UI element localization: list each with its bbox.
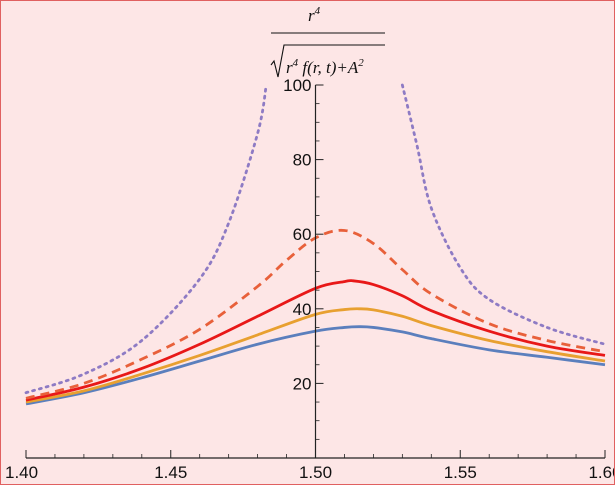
series-line-5: [24, 83, 607, 395]
series-line-2: [25, 307, 606, 404]
y-tick-label: 100: [283, 76, 311, 95]
ylabel-denominator-r: r: [286, 58, 293, 77]
y-tick-label: 80: [293, 151, 312, 170]
ticks-layer: 1.40 1.45 1.50 1.55 1.60 20 40 60 80 100: [5, 76, 614, 482]
x-tick-label: 1.55: [444, 463, 477, 482]
y-tick-label: 40: [293, 300, 312, 319]
ylabel-numerator: r: [308, 6, 315, 25]
x-tick-label: 1.40: [5, 463, 38, 482]
ylabel-denominator-r-exponent: 4: [293, 57, 299, 69]
x-tick-label: 1.45: [154, 463, 187, 482]
ylabel-numerator-exponent: 4: [315, 5, 321, 17]
series-line-4: [25, 228, 606, 400]
x-tick-label: 1.60: [588, 463, 614, 482]
svg-text:r4: r4: [308, 5, 321, 25]
series-line-3: [25, 279, 606, 402]
ylabel-denominator-middle: f(r, t)+: [298, 58, 348, 77]
y-axis-label: r4 r4 f(r, t)+A2: [270, 5, 385, 78]
ylabel-denominator-a: A: [347, 58, 359, 77]
y-tick-label: 20: [293, 374, 312, 393]
ylabel-denominator-a-exponent: 2: [358, 57, 364, 69]
y-tick-label: 60: [293, 225, 312, 244]
sqrt-radical-sign: [270, 44, 385, 78]
x-tick-label: 1.50: [299, 463, 332, 482]
series-layer: [24, 83, 607, 406]
series-line-1: [25, 325, 606, 406]
svg-text:r4 f(r, t)+A2: r4 f(r, t)+A2: [286, 57, 364, 77]
